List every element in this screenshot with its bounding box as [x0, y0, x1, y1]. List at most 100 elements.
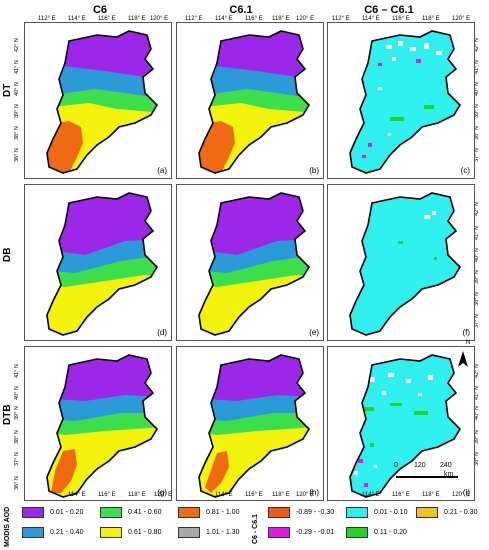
legend-item: 0.41 - 0.60: [100, 507, 161, 518]
legend-item: 1.01 - 1.30: [178, 527, 239, 538]
column-title-diff: C6 – C6.1: [364, 4, 414, 16]
panel-label: (b): [309, 166, 319, 175]
map-panel-g: (g): [24, 346, 172, 501]
row-title-db: DB: [2, 247, 13, 263]
legend-item: 0.21 - 0.30: [416, 507, 477, 518]
legend-swatch: [416, 507, 438, 518]
panel-label: (h): [309, 488, 319, 497]
north-arrow-icon: [458, 351, 468, 367]
legend-label: -0.89 - -0.30: [296, 509, 335, 516]
aod-map-dt-c6: [46, 30, 159, 174]
map-panel-d: (d): [24, 184, 172, 341]
legend-label: 1.01 - 1.30: [206, 529, 240, 536]
legend-label: 0.41 - 0.60: [128, 509, 162, 516]
x-tick: 120° E: [452, 492, 471, 498]
legend-swatch: [22, 527, 44, 538]
x-tick: 120° E: [296, 492, 315, 498]
scale-unit: km: [444, 471, 454, 478]
y-tick: 42° N: [14, 38, 20, 52]
map-panel-h: (h): [176, 346, 324, 501]
map-panel-b: (b): [176, 22, 324, 179]
x-tick: 116° E: [245, 492, 263, 498]
legend-swatch: [100, 507, 122, 518]
legend-swatch: [346, 527, 368, 538]
legend: MODIS AOD 0.01 - 0.20 0.41 - 0.60 0.81 -…: [0, 502, 489, 550]
x-tick: 114° E: [68, 16, 86, 22]
legend-label: 0.21 - 0.30: [444, 509, 478, 516]
panel-label: (d): [157, 328, 167, 337]
x-tick: 114° E: [362, 16, 380, 22]
legend-title-diff: C6 - C6.1: [252, 514, 259, 544]
panel-label: (a): [157, 166, 167, 175]
legend-item: 0.01 - 0.20: [22, 507, 83, 518]
x-tick: 116° E: [245, 16, 263, 22]
x-tick: 118° E: [422, 16, 440, 22]
x-tick: 118° E: [272, 492, 290, 498]
x-tick: 120° E: [296, 16, 315, 22]
legend-swatch: [268, 527, 290, 538]
legend-item: -0.29 - -0.01: [268, 527, 334, 538]
x-tick: 116° E: [98, 492, 116, 498]
map-panel-a: (a): [24, 22, 172, 179]
aod-map-dtb-c6: [46, 354, 159, 498]
x-tick: 116° E: [98, 16, 116, 22]
legend-title-aod: MODIS AOD: [4, 506, 11, 547]
y-tick: 41° N: [14, 60, 20, 74]
x-tick: 116° E: [392, 16, 410, 22]
legend-label: 0.21 - 0.40: [50, 529, 84, 536]
legend-swatch: [178, 507, 200, 518]
legend-swatch: [178, 527, 200, 538]
x-tick: 112° E: [332, 16, 350, 22]
map-panel-c: (c): [327, 22, 475, 179]
column-title-c6: C6: [92, 4, 108, 16]
x-tick: 120° E: [150, 16, 169, 22]
legend-label: 0.11 - 0.20: [374, 529, 407, 536]
x-tick: 112° E: [38, 16, 56, 22]
y-tick: 37° N: [14, 452, 20, 466]
y-tick: 41° N: [14, 364, 20, 378]
scale-tick: 120: [414, 462, 426, 469]
north-arrow: [456, 350, 470, 370]
legend-item: 0.61 - 0.80: [100, 527, 161, 538]
aod-difference-map-dt: [349, 30, 462, 174]
legend-label: 0.01 - 0.10: [374, 509, 408, 516]
legend-label: -0.29 - -0.01: [296, 529, 335, 536]
legend-swatch: [268, 507, 290, 518]
legend-swatch: [100, 527, 122, 538]
aod-difference-map-db: [349, 192, 462, 336]
aod-difference-map-dtb: [349, 354, 462, 498]
legend-label: 0.01 - 0.20: [50, 509, 84, 516]
legend-item: 0.81 - 1.00: [178, 507, 239, 518]
x-tick: 116° E: [392, 492, 410, 498]
legend-item: 0.21 - 0.40: [22, 527, 83, 538]
y-tick: 36° N: [14, 476, 20, 490]
north-label: N: [466, 340, 471, 346]
legend-swatch: [346, 507, 368, 518]
legend-swatch: [22, 507, 44, 518]
aod-map-db-c6: [46, 192, 159, 336]
y-tick: 38° N: [14, 430, 20, 444]
scale-tick: 240: [440, 462, 452, 469]
legend-item: 0.11 - 0.20: [346, 527, 407, 538]
aod-map-db-c61: [198, 192, 311, 336]
aod-map-dt-c61: [198, 30, 311, 174]
x-tick: 114° E: [215, 492, 233, 498]
x-tick: 118° E: [272, 16, 290, 22]
map-panel-f: (f): [327, 184, 475, 341]
panel-label: (c): [460, 166, 470, 175]
panel-label: (g): [157, 488, 167, 497]
x-tick: 112° E: [185, 16, 203, 22]
x-tick: 118° E: [128, 492, 146, 498]
x-tick: 114° E: [362, 492, 380, 498]
scale-line: [396, 476, 458, 478]
x-tick: 120° E: [452, 16, 471, 22]
x-tick: 118° E: [128, 16, 146, 22]
y-tick: 39° N: [14, 406, 20, 420]
legend-label: 0.81 - 1.00: [206, 509, 240, 516]
aod-map-dtb-c61: [198, 354, 311, 498]
map-panel-e: (e): [176, 184, 324, 341]
x-tick: 114° E: [68, 492, 86, 498]
panel-label: (i): [462, 488, 470, 497]
legend-item: 0.01 - 0.10: [346, 507, 407, 518]
legend-item: -0.89 - -0.30: [268, 507, 334, 518]
